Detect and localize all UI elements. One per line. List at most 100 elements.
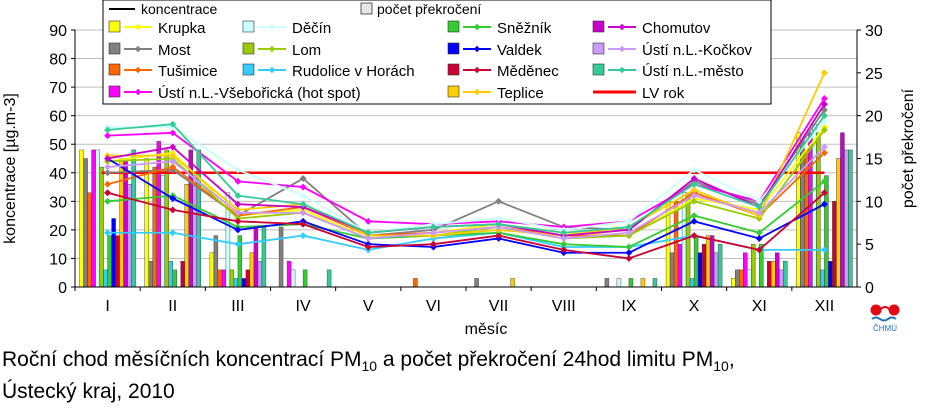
- legend-label-Krupka: Krupka: [158, 20, 206, 37]
- bar-Most: [604, 278, 610, 288]
- legend-marker-Chomutov: [618, 23, 626, 31]
- legend-swatch-Krupka: [108, 20, 121, 33]
- y-tick-label: 50: [49, 137, 67, 154]
- legend-label-Sněžník: Sněžník: [497, 20, 552, 37]
- bar-Krupka: [209, 252, 215, 288]
- point-Ústí n.L.-Kočkov: [820, 143, 828, 151]
- bar-Lom: [685, 192, 691, 288]
- y2-tick-label: 0: [865, 280, 874, 297]
- bar-Rudolice v Horách: [168, 261, 173, 288]
- y2-tick-label: 25: [865, 66, 883, 83]
- point-Ústí n.L.-Kočkov: [690, 192, 698, 200]
- point-Měděnec: [820, 189, 828, 197]
- bar-Valdek: [111, 218, 116, 288]
- legend-label-Teplice: Teplice: [497, 85, 544, 102]
- point-Ústí n.L.-město: [625, 223, 633, 231]
- legend-label-Lom: Lom: [292, 42, 321, 59]
- legend-marker-Sněžník: [473, 23, 481, 31]
- bar-Ústí n.L.-město: [783, 261, 788, 288]
- bar-Most: [278, 226, 284, 288]
- point-Chomutov: [169, 143, 177, 151]
- bar-Ústí n.L.-Kočkov: [257, 261, 263, 288]
- point-Most: [495, 197, 503, 205]
- bar-Chomutov: [775, 252, 780, 288]
- point-Měděnec: [104, 189, 112, 197]
- legend-swatch-Sněžník: [447, 20, 460, 33]
- y2-axis-label: počet překročení: [900, 88, 917, 208]
- point-Ústí n.L.-město: [429, 223, 437, 231]
- bar-Měděnec: [180, 261, 185, 288]
- bar-Teplice: [510, 278, 515, 288]
- bar-Most: [148, 261, 153, 288]
- point-Rudolice v Horách: [169, 229, 177, 237]
- legend-label-Ústí n.L.-Všebořická (hot spot): Ústí n.L.-Všebořická (hot spot): [158, 85, 361, 102]
- point-Rudolice v Horách: [299, 232, 307, 240]
- bar-Chomutov: [709, 235, 715, 288]
- legend-label-Tušimice: Tušimice: [158, 63, 217, 80]
- y2-tick-label: 5: [865, 237, 874, 254]
- legend-box: [102, 0, 772, 105]
- bar-Tušimice: [739, 269, 744, 288]
- point-Ústí n.L.-město: [560, 229, 568, 237]
- x-tick-label: II: [168, 298, 177, 315]
- bar-Ústí n.L.-město: [326, 269, 332, 288]
- point-Ústí n.L.-město: [820, 112, 828, 120]
- x-tick-label: XII: [815, 298, 835, 315]
- bar-Ústí n.L.-město: [717, 243, 723, 288]
- bar-Sněžník: [172, 269, 177, 288]
- series-lines: [101, 69, 828, 262]
- point-Ústí n.L.-Všebořická (hot spot): [364, 217, 372, 225]
- legend-marker-Ústí n.L.-Všebořická (hot spot): [134, 88, 142, 96]
- bar-Lom: [99, 166, 104, 288]
- point-Měděnec: [234, 217, 242, 225]
- point-Ústí n.L.-Kočkov: [364, 234, 372, 243]
- bar-Ústí n.L.-město: [652, 278, 658, 288]
- bar-Děčín: [616, 278, 622, 288]
- bar-Měděnec: [832, 201, 837, 288]
- bar-Měděnec: [245, 269, 251, 288]
- bar-Sněžník: [107, 235, 112, 288]
- legend-marker-Měděnec: [473, 66, 481, 74]
- point-Sněžník: [820, 177, 828, 185]
- bar-Měděnec: [701, 243, 707, 288]
- logo-text: ČHMÚ: [873, 324, 897, 333]
- point-Ústí n.L.-Kočkov: [429, 229, 437, 237]
- legend-swatch-Teplice: [447, 85, 460, 98]
- legend-swatch-Most: [108, 42, 121, 55]
- bar-Chomutov: [840, 132, 845, 288]
- bar-Rudolice v Horách: [820, 269, 825, 288]
- point-Ústí n.L.-Kočkov: [104, 163, 112, 171]
- y-tick-label: 60: [49, 109, 67, 126]
- bar-Lom: [229, 269, 235, 288]
- point-Děčín: [690, 166, 698, 174]
- point-Ústí n.L.-město: [104, 126, 112, 134]
- legend-swatch-Valdek: [447, 42, 460, 55]
- bar-Valdek: [241, 278, 247, 288]
- point-Valdek: [755, 234, 763, 243]
- bar-Teplice: [705, 235, 711, 288]
- legend-swatch-Ústí n.L.-Všebořická (hot spot): [108, 85, 121, 98]
- point-Ústí n.L.-Kočkov: [755, 209, 763, 217]
- point-Chomutov: [104, 154, 112, 163]
- legend-marker-Rudolice v Horách: [268, 66, 276, 74]
- bar-Ústí n.L.-Kočkov: [192, 175, 197, 288]
- bar-Teplice: [119, 158, 124, 288]
- bar-Ústí n.L.-město: [131, 149, 136, 288]
- bar-Rudolice v Horách: [689, 278, 695, 288]
- caption-line-2: Ústecký kraj, 2010: [2, 380, 175, 404]
- bar-Tušimice: [673, 201, 679, 288]
- point-Měděnec: [560, 246, 568, 254]
- bar-Valdek: [828, 261, 833, 288]
- bar-Děčín: [747, 269, 752, 288]
- point-Rudolice v Horách: [104, 229, 112, 237]
- legend-marker-Děčín: [268, 23, 276, 31]
- point-Ústí n.L.-Kočkov: [169, 157, 177, 165]
- bar-Měděnec: [767, 261, 772, 288]
- bar-Ústí n.L.-Kočkov: [713, 252, 719, 288]
- point-Měděnec: [755, 246, 763, 254]
- point-Ústí n.L.-Kočkov: [234, 209, 242, 217]
- point-Chomutov: [820, 100, 828, 108]
- legend-marker-Ústí n.L.-Kočkov: [618, 45, 626, 53]
- y-tick-label: 40: [49, 166, 67, 183]
- y-tick-label: 20: [49, 223, 67, 240]
